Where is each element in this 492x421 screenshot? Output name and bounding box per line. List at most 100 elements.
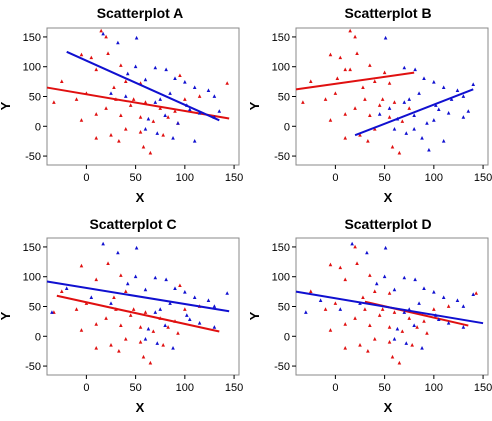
data-point-blue [455,298,460,302]
data-point-red [387,115,392,119]
data-point-red [343,322,348,326]
data-point-blue [413,277,417,282]
data-point-red [99,28,103,33]
data-point-blue [461,94,466,98]
data-point-blue [404,341,409,345]
data-point-red [343,135,348,140]
x-tick-label: 150 [474,172,492,184]
data-point-blue [471,292,476,296]
data-point-blue [153,65,158,70]
data-point-blue [197,110,202,115]
data-point-red [123,79,128,84]
data-point-blue [402,310,407,314]
data-point-blue [217,109,222,113]
data-point-red [119,113,123,117]
data-point-red [353,244,357,249]
data-point-red [372,79,377,84]
data-point-red [89,55,94,60]
data-point-blue [383,245,388,250]
data-point-red [355,261,359,266]
data-point-red [372,337,377,341]
data-point-blue [434,103,438,107]
data-point-blue [143,127,148,131]
data-point-blue [192,295,197,299]
y-tick-label: 150 [23,32,41,44]
scatterplot-panel: Scatterplot C 0 50 100 150 -50 0 50 100 150 X Y [0,216,243,415]
fit-line-red [295,71,415,91]
plot-frame [295,237,489,376]
data-point-red [474,291,478,295]
data-point-blue [422,76,426,81]
data-point-blue [446,320,451,325]
chart-title: Scatterplot C [89,216,176,232]
data-point-red [225,81,229,85]
data-point-blue [420,345,424,350]
data-point-blue [168,301,172,305]
data-point-red [380,307,385,311]
data-point-blue [134,35,139,40]
data-point-red [119,63,123,67]
data-point-red [446,304,451,308]
data-point-blue [461,325,466,329]
data-point-red [410,343,414,347]
x-tick-label: 150 [225,382,243,394]
data-point-red [323,307,328,311]
data-point-red [166,115,170,119]
scatterplot-panel: Scatterplot D 0 50 100 150 -50 0 50 100 150 X Y [247,216,492,415]
y-tick-label: 0 [284,331,290,343]
data-point-red [361,295,365,299]
data-point-blue [392,127,397,131]
data-point-red [148,150,153,155]
data-point-red [390,354,395,359]
x-tick-label: 0 [83,172,89,184]
data-point-blue [153,100,158,104]
data-point-red [151,119,156,123]
data-point-red [338,265,343,270]
data-point-red [74,97,79,101]
data-point-blue [436,317,441,322]
data-point-red [128,103,133,107]
data-point-red [366,348,370,353]
fit-line-blue [295,290,484,325]
y-tick-label: -50 [25,361,41,373]
data-point-red [94,67,99,72]
data-point-blue [387,106,392,110]
scatterplot-panel: Scatterplot A 0 50 100 150 -50 0 50 100 150 X Y [0,5,243,205]
data-point-red [131,97,136,101]
data-point-blue [446,110,451,115]
data-point-red [123,337,128,341]
data-point-red [94,345,99,350]
y-tick-label: 100 [272,272,290,284]
data-point-red [333,91,338,95]
data-point-blue [206,298,211,302]
data-point-blue [163,113,167,117]
data-point-red [112,85,116,89]
data-point-red [358,133,362,137]
y-tick-label: -50 [274,361,290,373]
data-point-red [173,109,177,113]
data-point-blue [417,91,421,95]
y-tick-label: 50 [278,302,290,314]
x-tick-label: 150 [474,382,492,394]
data-point-red [343,345,348,350]
data-point-red [358,343,362,347]
data-point-red [79,263,84,268]
data-point-red [74,307,79,311]
data-point-blue [413,67,417,72]
data-point-red [323,97,328,101]
data-point-blue [125,71,130,76]
fit-line-red [46,86,230,120]
data-point-blue [183,290,187,294]
data-point-blue [173,286,177,291]
data-point-red [141,354,146,359]
y-axis-label: Y [0,101,13,110]
data-point-blue [402,100,407,104]
data-point-red [166,325,170,329]
data-point-blue [417,301,421,305]
data-point-blue [412,113,416,117]
data-point-red [94,135,99,140]
data-point-blue [192,85,197,89]
data-point-blue [402,275,407,280]
y-tick-label: 150 [23,242,41,254]
